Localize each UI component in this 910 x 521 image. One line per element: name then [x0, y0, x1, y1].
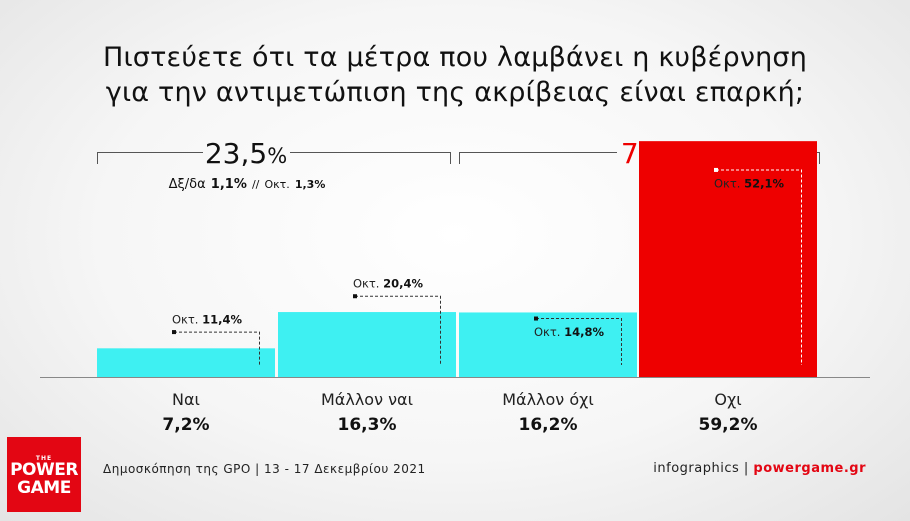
- okt-label-value-4: 52,1%: [744, 176, 784, 190]
- title-line-2: για την αντιμετώπιση της ακρίβειας είναι…: [105, 77, 805, 108]
- okt-label-value-1: 11,4%: [202, 313, 242, 327]
- category-label-3: Μάλλον όχι: [502, 390, 594, 409]
- dont-know-value: 1,1%: [211, 177, 247, 192]
- okt-outline-3: [536, 318, 622, 365]
- left-group-total: 23,5%: [205, 137, 287, 170]
- bar-4: [639, 141, 817, 377]
- okt-marker-2: [353, 294, 357, 299]
- logo-power: POWER: [10, 460, 78, 480]
- power-game-logo: THE POWER GAME: [7, 437, 81, 512]
- okt-label-prefix-3: Οκτ.: [534, 325, 564, 339]
- category-value-2: 16,3%: [338, 415, 397, 435]
- logo-the: THE: [35, 455, 53, 462]
- okt-outline-4: [716, 169, 802, 365]
- okt-label-prefix-2: Οκτ.: [353, 277, 383, 291]
- category-label-4: Οχι: [714, 390, 741, 409]
- okt-label-prefix-1: Οκτ.: [172, 313, 202, 327]
- okt-marker-3: [534, 316, 538, 321]
- credit-label: infographics |: [653, 461, 749, 476]
- okt-label-1: Οκτ. 11,4%: [172, 313, 242, 327]
- dont-know-okt-value: 1,3%: [295, 178, 326, 191]
- okt-label-value-3: 14,8%: [564, 325, 604, 339]
- dont-know-line: Δξ/δα 1,1% // Οκτ. 1,3%: [169, 173, 326, 192]
- category-label-2: Μάλλον ναι: [321, 390, 413, 409]
- dont-know-separator: //: [252, 178, 260, 191]
- okt-label-4: Οκτ. 52,1%: [714, 176, 784, 190]
- category-label-1: Ναι: [172, 390, 200, 409]
- source-note: Δημοσκόπηση της GPO | 13 - 17 Δεκεμβρίου…: [103, 462, 426, 476]
- okt-label-3: Οκτ. 14,8%: [534, 325, 604, 339]
- okt-outline-1: [174, 331, 260, 365]
- left-group-total-value: 23,5: [205, 137, 267, 170]
- okt-marker-4: [714, 167, 718, 172]
- category-labels: Ναι 7,2% Μάλλον ναι 16,3% Μάλλον όχι 16,2% Οχι…: [162, 390, 757, 435]
- title-line-1: Πιστεύετε ότι τα μέτρα που λαμβάνει η κυ…: [102, 42, 808, 73]
- okt-marker-1: [172, 330, 176, 335]
- bar-1: [97, 348, 275, 377]
- okt-label-2: Οκτ. 20,4%: [353, 277, 423, 291]
- okt-outline-2: [355, 295, 441, 365]
- site-link[interactable]: powergame.gr: [753, 461, 866, 476]
- okt-label-value-2: 20,4%: [383, 277, 423, 291]
- dont-know-okt-label: Οκτ.: [264, 178, 289, 191]
- bars-layer: [97, 141, 817, 377]
- left-group-total-sign: %: [267, 144, 287, 168]
- category-value-4: 59,2%: [699, 415, 758, 435]
- bar-3: [459, 312, 637, 377]
- category-value-3: 16,2%: [519, 415, 578, 435]
- dont-know-label: Δξ/δα: [169, 177, 206, 192]
- credit-note: infographics | powergame.gr: [653, 461, 866, 476]
- category-value-1: 7,2%: [162, 415, 209, 435]
- okt-label-prefix-4: Οκτ.: [714, 176, 744, 190]
- logo-game: GAME: [17, 478, 71, 498]
- bar-2: [278, 312, 456, 377]
- chart-title: Πιστεύετε ότι τα μέτρα που λαμβάνει η κυ…: [0, 40, 910, 110]
- left-group-bracket: [97, 152, 451, 164]
- october-comparison-layer: Οκτ. 11,4%Οκτ. 20,4%Οκτ. 14,8%Οκτ. 52,1%: [172, 167, 802, 365]
